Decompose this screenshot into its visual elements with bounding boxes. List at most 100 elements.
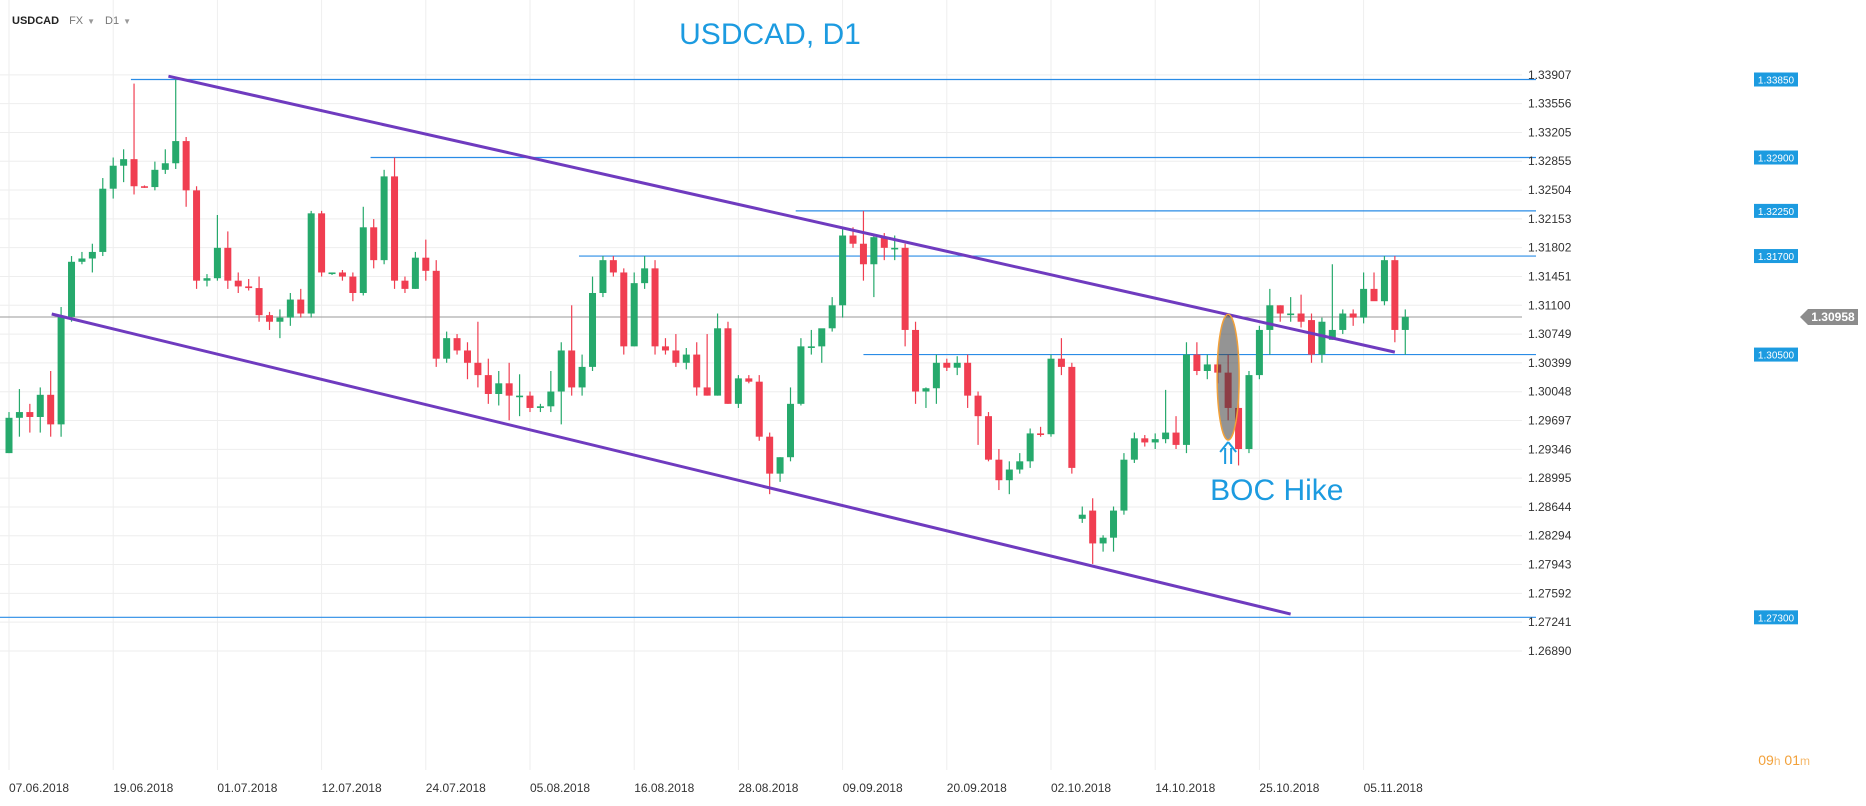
candle — [724, 321, 732, 404]
candle — [1401, 309, 1409, 355]
candle-body — [99, 188, 107, 252]
candle-body — [1245, 375, 1253, 450]
timeframe-dropdown[interactable]: D1 ▼ — [105, 15, 131, 27]
x-tick-label: 05.08.2018 — [530, 781, 590, 795]
candle-body — [807, 346, 815, 348]
candle-body — [1016, 461, 1024, 470]
candle-body — [26, 412, 34, 417]
level-line: 1.31700 — [578, 249, 1798, 263]
candle — [109, 157, 117, 199]
candle-body — [276, 317, 284, 322]
candle-body — [338, 272, 346, 277]
candle — [547, 370, 555, 413]
level-label: 1.27300 — [1758, 613, 1795, 624]
trend-channel — [51, 74, 1396, 616]
candle-body — [703, 387, 711, 396]
level-label: 1.33850 — [1758, 76, 1795, 87]
candle — [1276, 305, 1284, 322]
level-label-bg — [1754, 150, 1798, 165]
candle — [1130, 432, 1138, 463]
candle — [495, 370, 503, 406]
candle-body — [932, 362, 940, 389]
candle-body — [307, 213, 315, 314]
candle — [505, 362, 513, 421]
symbol-label[interactable]: USDCAD — [12, 15, 60, 27]
candle-body — [140, 186, 148, 188]
candle-body — [1360, 288, 1368, 318]
candle-body — [755, 381, 763, 437]
candle — [234, 272, 242, 293]
candle-body — [224, 247, 232, 281]
countdown-minutes: 01 — [1784, 752, 1800, 768]
candle-countdown: 09h 01m — [1758, 752, 1810, 768]
timeframe-label: D1 — [105, 15, 120, 27]
candle-body — [1130, 438, 1138, 460]
candle — [870, 235, 878, 298]
candle-body — [78, 258, 86, 262]
candle-body — [1172, 432, 1180, 445]
candle-body — [120, 159, 128, 166]
candle — [1266, 288, 1274, 355]
candle-body — [1328, 329, 1336, 340]
chevron-down-icon: ▼ — [123, 16, 132, 26]
candle-body — [1026, 433, 1034, 462]
candle-body — [953, 362, 961, 368]
y-tick-label: 1.27241 — [1528, 615, 1572, 629]
candle — [255, 276, 263, 322]
candle — [338, 270, 346, 281]
candle-body — [474, 362, 482, 376]
candle-body — [484, 375, 492, 394]
candle — [411, 251, 419, 289]
candle — [641, 256, 649, 289]
candle — [370, 219, 378, 269]
level-label: 1.32250 — [1758, 207, 1795, 218]
candle-body — [203, 278, 211, 281]
candle — [224, 231, 232, 289]
candle — [953, 356, 961, 376]
candle — [359, 206, 367, 296]
candle-body — [787, 403, 794, 458]
candle-body — [776, 457, 784, 474]
y-tick-label: 1.30048 — [1528, 385, 1572, 399]
candle — [443, 331, 451, 363]
candle-body — [1141, 438, 1149, 443]
candle-body — [1057, 358, 1065, 367]
candle — [463, 342, 471, 380]
candle-body — [891, 247, 899, 250]
candle — [557, 342, 565, 425]
candle-body — [36, 394, 44, 417]
y-tick-label: 1.26890 — [1528, 644, 1572, 658]
candle-body — [463, 350, 471, 363]
candle — [922, 387, 930, 408]
candle — [609, 256, 617, 277]
candle-body — [1078, 514, 1086, 519]
candle-body — [47, 394, 55, 425]
candle-body — [266, 315, 273, 322]
candle — [1380, 256, 1388, 306]
candle-body — [1391, 260, 1399, 330]
candle — [1360, 272, 1368, 324]
candle-body — [1255, 329, 1263, 376]
candle — [516, 374, 524, 417]
horizontal-levels: 1.33850 1.32900 1.32250 1.31700 1.30500 1.273… — [0, 72, 1858, 625]
candle — [193, 186, 201, 289]
candle-body — [453, 338, 461, 351]
level-line: 1.30500 — [863, 347, 1798, 362]
candle — [1162, 389, 1170, 444]
candle-body — [797, 346, 805, 404]
grid — [0, 0, 1522, 770]
chevron-down-icon: ▼ — [87, 16, 96, 26]
x-tick-label: 14.10.2018 — [1155, 781, 1215, 795]
y-tick-label: 1.33907 — [1528, 68, 1572, 82]
candle — [661, 338, 669, 355]
current-price-tag — [1800, 308, 1858, 325]
candle-body — [1297, 313, 1305, 322]
level-label-bg — [1754, 610, 1798, 625]
market-dropdown[interactable]: FX ▼ — [69, 15, 95, 27]
candle-body — [766, 436, 774, 474]
candle-body — [682, 354, 690, 363]
candle-body — [1162, 432, 1170, 440]
boc-hike-label: BOC Hike — [1210, 474, 1343, 507]
